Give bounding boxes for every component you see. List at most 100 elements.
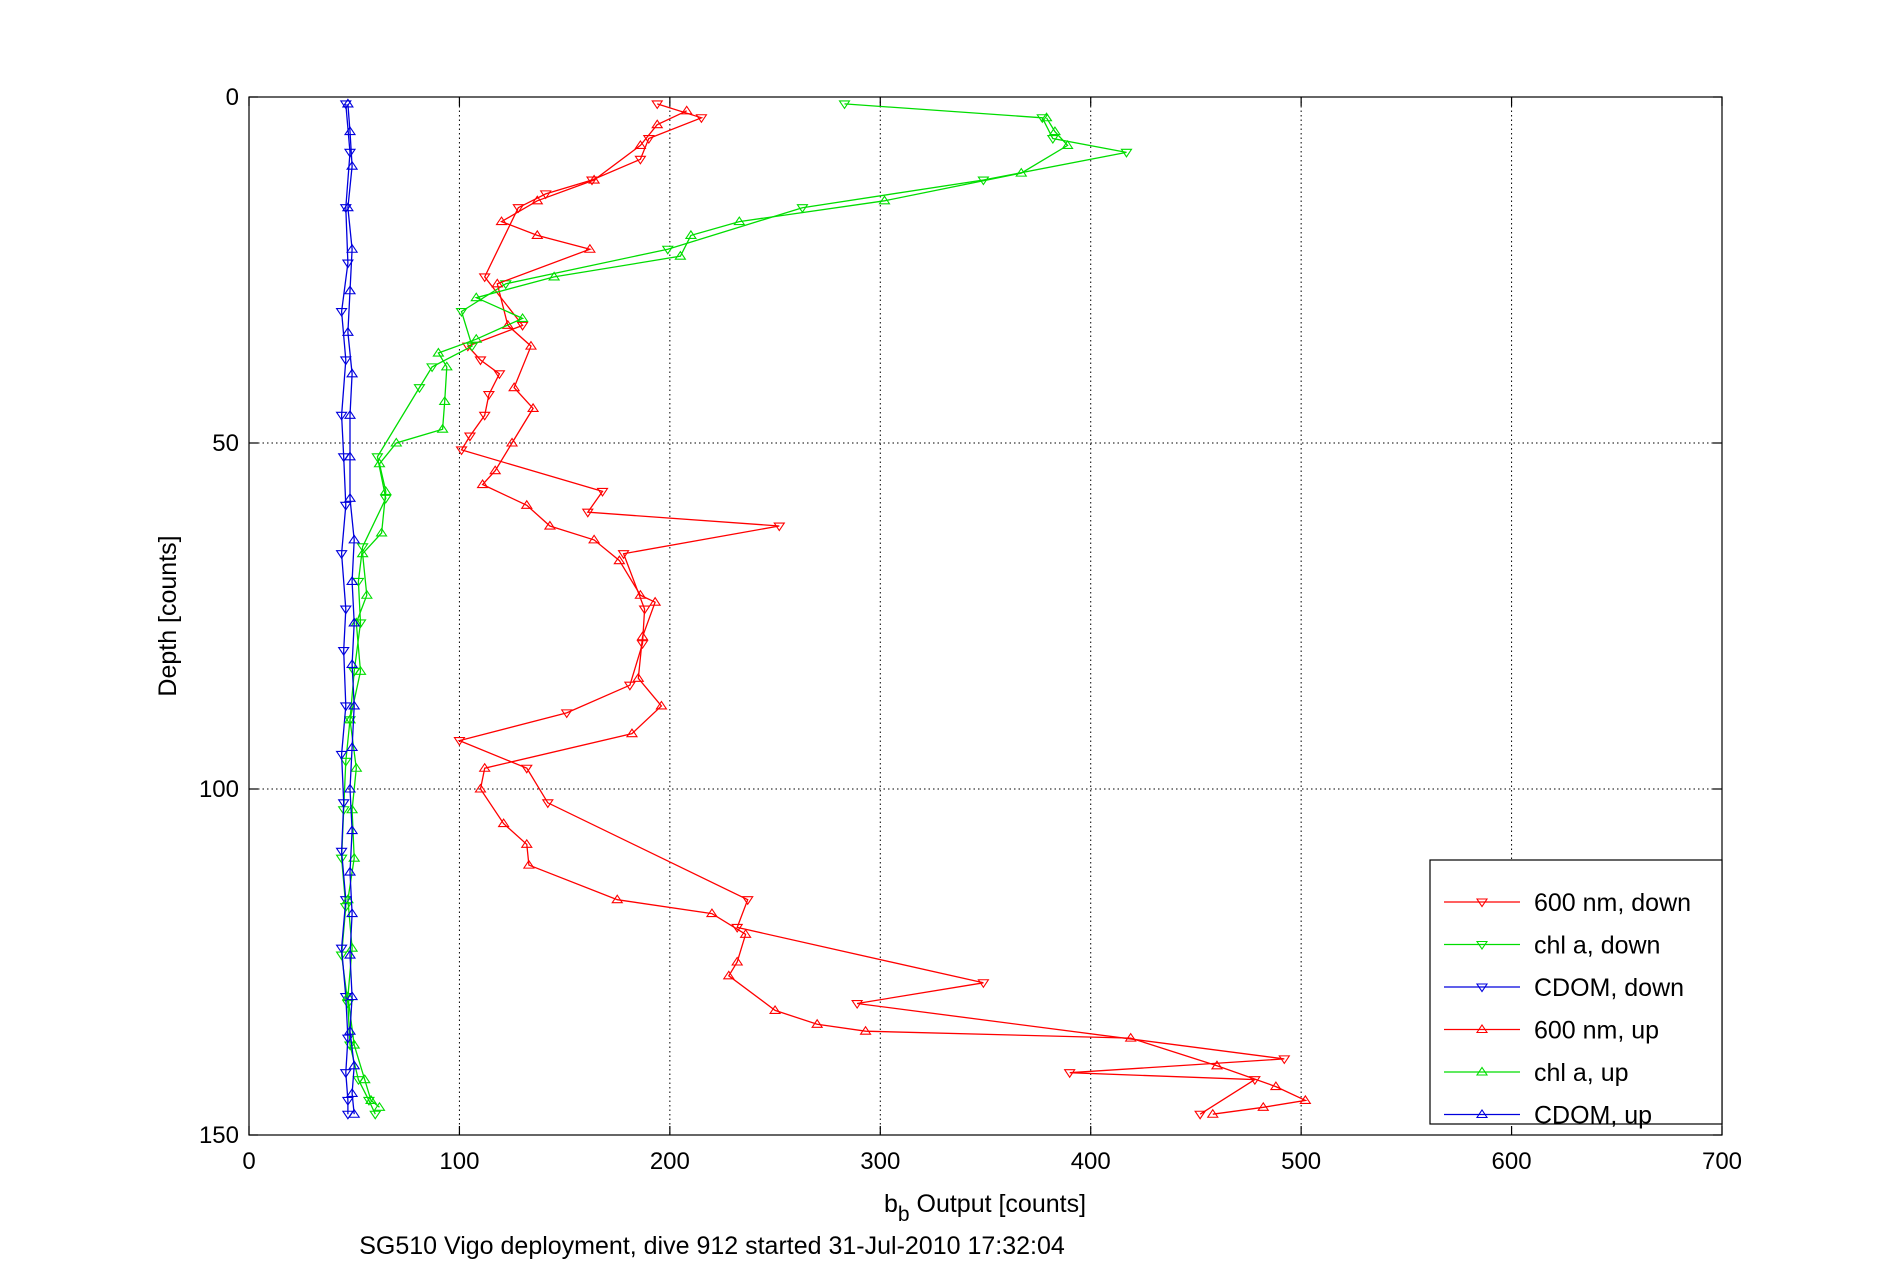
data-point — [379, 485, 392, 495]
legend-label: chl a, down — [1534, 932, 1660, 960]
data-point — [674, 250, 687, 260]
data-point — [375, 527, 388, 537]
grid-lines — [249, 97, 1722, 1135]
data-point — [1257, 1101, 1270, 1111]
data-point — [548, 271, 561, 281]
data-point — [335, 847, 348, 857]
x-tick-label: 200 — [650, 1148, 690, 1175]
legend-marker — [1475, 983, 1489, 993]
data-point — [581, 508, 594, 518]
data-point — [348, 700, 361, 710]
data-point — [531, 229, 544, 239]
data-point — [649, 596, 662, 606]
data-point — [520, 499, 533, 509]
legend-marker — [1475, 1066, 1489, 1076]
data-point — [583, 243, 596, 253]
data-point — [455, 446, 468, 456]
data-point — [1040, 112, 1053, 122]
data-point — [1063, 1069, 1076, 1079]
data-point — [623, 681, 636, 691]
data-point — [348, 1060, 361, 1070]
data-point — [341, 894, 354, 904]
data-point — [1120, 148, 1133, 158]
data-point — [651, 119, 664, 129]
data-point — [346, 368, 359, 378]
x-axis-label-main: b — [884, 1190, 898, 1218]
data-point — [346, 658, 359, 668]
data-point — [346, 942, 359, 952]
data-point — [343, 451, 357, 461]
data-point — [455, 307, 468, 318]
data-point — [796, 204, 809, 214]
data-point — [680, 105, 693, 115]
data-point — [478, 411, 491, 421]
data-point — [343, 1025, 357, 1035]
data-point — [413, 384, 426, 394]
x-tick-label: 0 — [242, 1148, 255, 1175]
data-point — [348, 534, 361, 544]
data-point — [474, 356, 487, 366]
data-point — [341, 98, 354, 108]
data-point — [346, 825, 359, 835]
data-point — [373, 458, 386, 468]
data-point — [977, 979, 990, 989]
data-point — [482, 391, 495, 401]
data-point — [722, 970, 735, 980]
data-point — [343, 285, 357, 295]
data-point — [508, 382, 521, 392]
data-point — [596, 487, 609, 497]
legend-box — [1429, 859, 1723, 1125]
legend-label: chl a, up — [1534, 1059, 1629, 1087]
data-point — [478, 762, 491, 772]
data-point — [489, 465, 502, 475]
data-point — [371, 453, 384, 463]
data-point — [851, 999, 864, 1010]
data-point — [346, 1087, 359, 1098]
data-point — [838, 100, 851, 110]
data-point — [463, 432, 476, 442]
y-tick-label: 100 — [199, 776, 239, 803]
data-point — [343, 409, 357, 419]
data-point — [588, 174, 601, 184]
data-point — [339, 501, 352, 511]
data-point — [1206, 1108, 1219, 1118]
data-point — [878, 195, 891, 205]
data-point — [453, 737, 466, 747]
legend-label: CDOM, down — [1534, 974, 1684, 1002]
data-point — [341, 259, 354, 269]
data-point — [343, 148, 357, 158]
data-point — [859, 1025, 872, 1035]
data-point — [661, 245, 674, 255]
data-point — [346, 991, 359, 1001]
data-point — [341, 1096, 354, 1106]
caption: SG510 Vigo deployment, dive 912 started … — [359, 1232, 1065, 1260]
data-point — [520, 764, 533, 774]
data-point — [426, 363, 439, 373]
data-point — [741, 896, 754, 906]
legend-entry: chl a, down — [1444, 932, 1660, 960]
data-point — [522, 859, 535, 869]
series-line-600-nm-up — [479, 110, 1308, 1115]
data-point — [731, 956, 744, 966]
x-tick-label: 300 — [860, 1148, 900, 1175]
data-point — [1299, 1094, 1312, 1104]
data-point — [773, 522, 786, 532]
series-600-nm-down — [453, 100, 1291, 1120]
data-point — [356, 543, 369, 553]
data-point — [365, 1094, 378, 1104]
data-point — [474, 783, 487, 793]
data-point — [611, 894, 624, 904]
data-point — [1278, 1055, 1291, 1065]
data-point — [769, 1004, 782, 1014]
legend-entry: 600 nm, up — [1444, 1017, 1659, 1045]
data-point — [339, 1069, 352, 1079]
data-point — [356, 548, 369, 558]
data-point — [733, 216, 746, 226]
series-line-cdom-down — [340, 103, 351, 1115]
y-tick-label: 0 — [226, 84, 239, 111]
data-point — [346, 243, 359, 253]
legend-entry: 600 nm, down — [1444, 889, 1691, 917]
data-point — [343, 783, 357, 793]
x-tick-label: 400 — [1071, 1148, 1111, 1175]
